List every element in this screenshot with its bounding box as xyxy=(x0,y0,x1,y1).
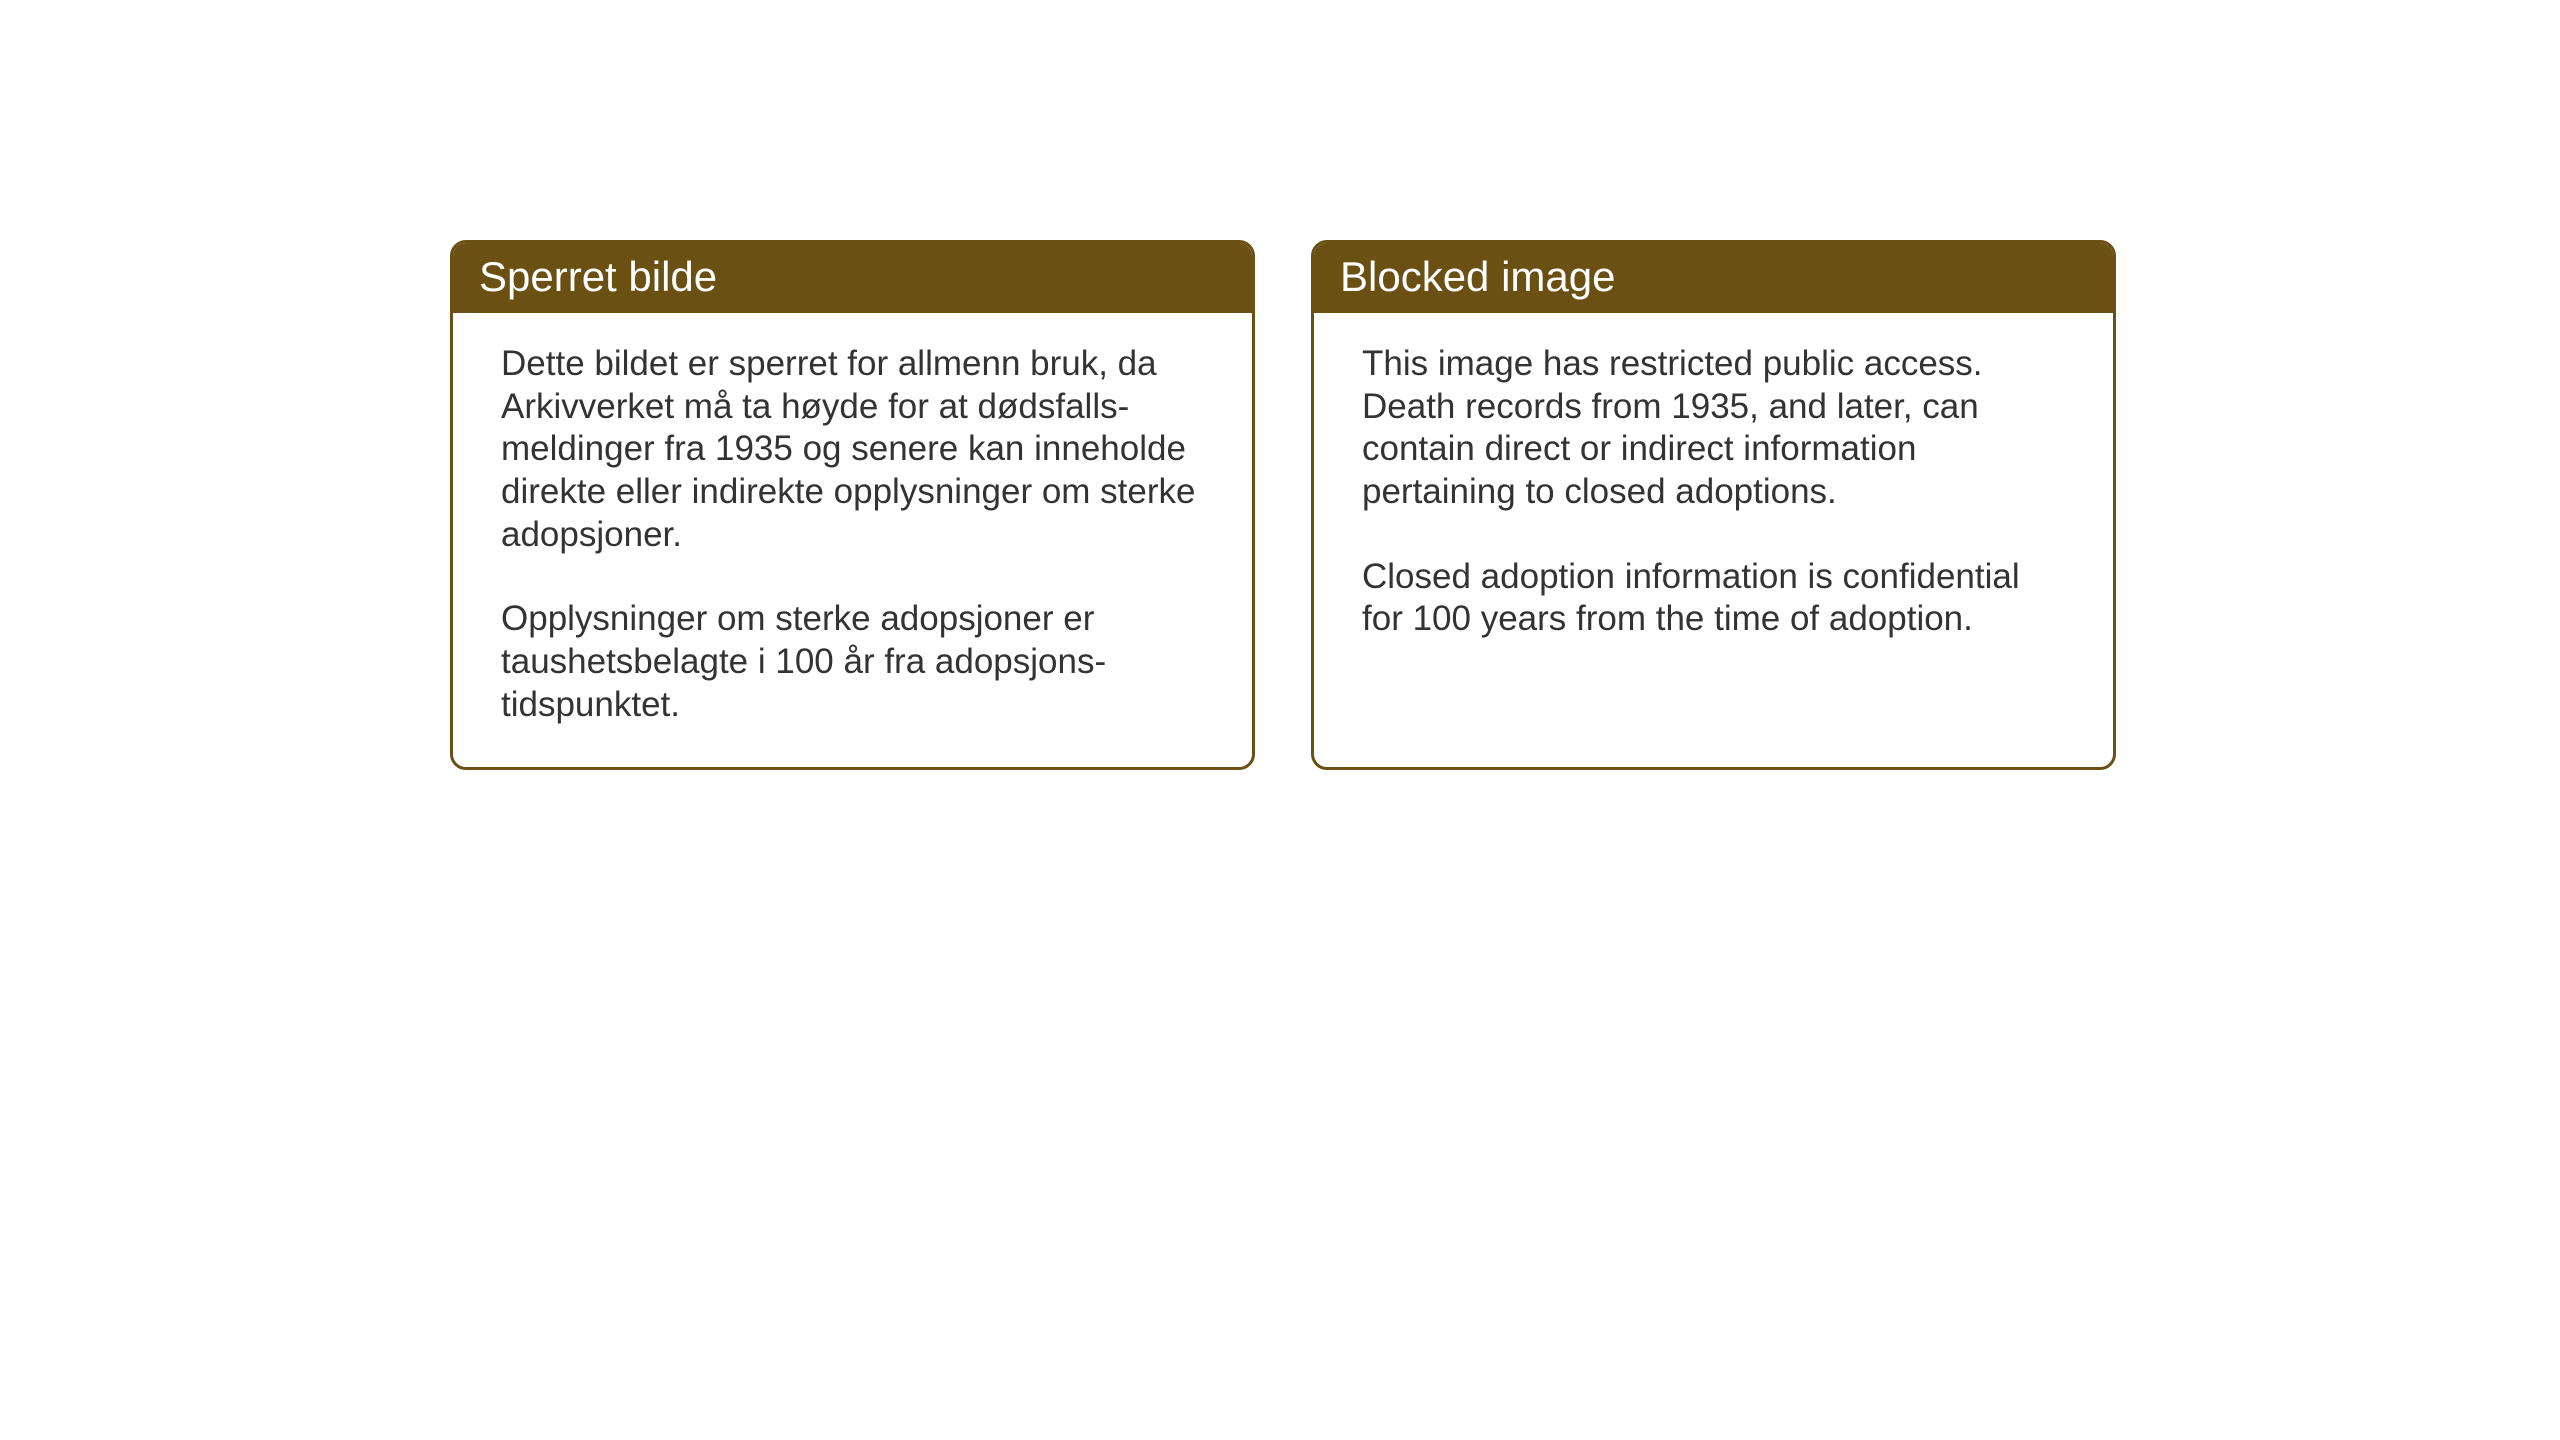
english-card-title: Blocked image xyxy=(1340,253,1615,300)
english-paragraph-2: Closed adoption information is confident… xyxy=(1362,556,2065,641)
norwegian-card-body: Dette bildet er sperret for allmenn bruk… xyxy=(453,313,1252,767)
english-card-body: This image has restricted public access.… xyxy=(1314,313,2113,681)
norwegian-card-header: Sperret bilde xyxy=(453,243,1252,313)
english-card-header: Blocked image xyxy=(1314,243,2113,313)
norwegian-paragraph-2: Opplysninger om sterke adopsjoner er tau… xyxy=(501,598,1204,726)
english-card: Blocked image This image has restricted … xyxy=(1311,240,2116,770)
cards-container: Sperret bilde Dette bildet er sperret fo… xyxy=(450,240,2116,770)
norwegian-card-title: Sperret bilde xyxy=(479,253,717,300)
english-paragraph-1: This image has restricted public access.… xyxy=(1362,343,2065,514)
norwegian-card: Sperret bilde Dette bildet er sperret fo… xyxy=(450,240,1255,770)
norwegian-paragraph-1: Dette bildet er sperret for allmenn bruk… xyxy=(501,343,1204,556)
